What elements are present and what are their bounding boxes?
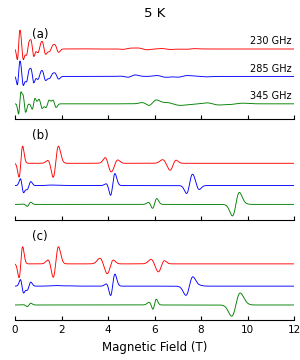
Text: 230 GHz: 230 GHz: [250, 36, 292, 46]
Text: 345 GHz: 345 GHz: [250, 91, 292, 101]
Text: (c): (c): [32, 230, 47, 243]
Title: 5 K: 5 K: [144, 8, 165, 21]
X-axis label: Magnetic Field (T): Magnetic Field (T): [102, 341, 207, 354]
Text: 285 GHz: 285 GHz: [250, 64, 292, 74]
Text: (a): (a): [32, 28, 48, 41]
Text: (b): (b): [32, 129, 49, 142]
